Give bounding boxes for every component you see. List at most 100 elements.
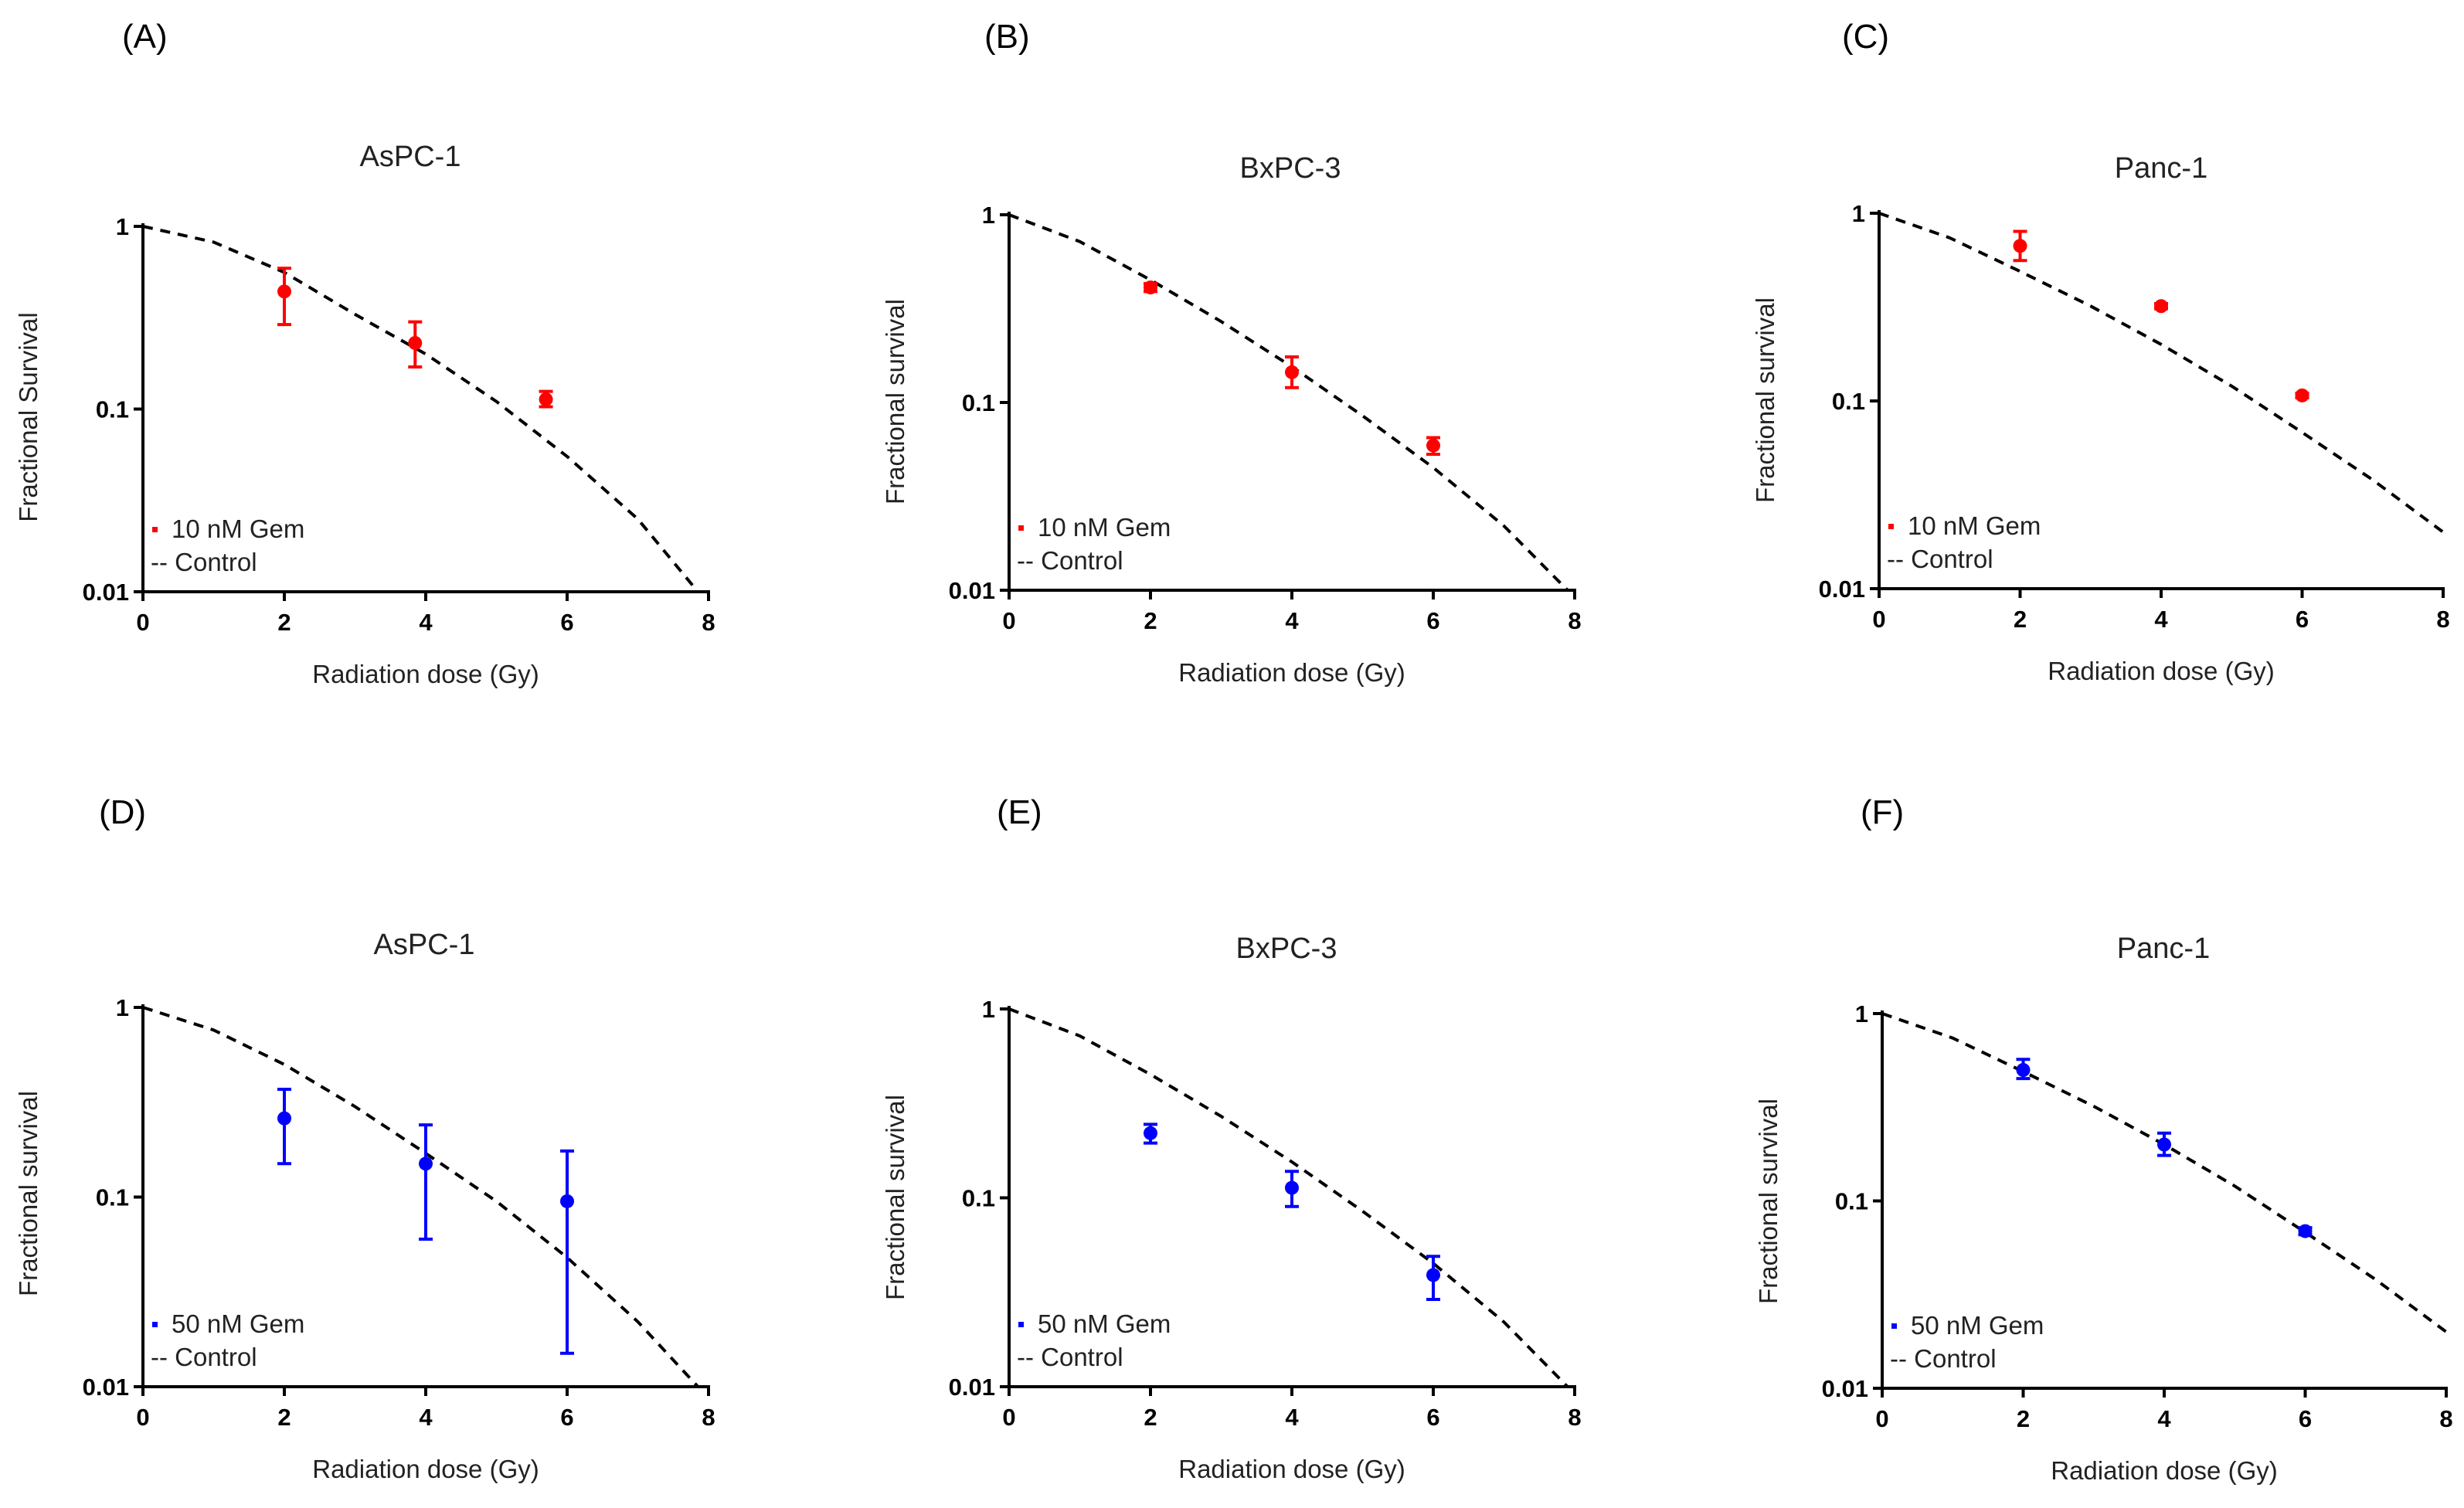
y-axis-label: Fractional survival	[14, 1091, 42, 1296]
legend-marker	[1891, 1323, 1897, 1329]
y-tick-label: 0.1	[962, 389, 995, 416]
panel-letter: (B)	[984, 18, 1030, 56]
y-tick-label: 0.01	[83, 579, 129, 606]
x-tick-label: 0	[1002, 607, 1015, 634]
x-axis-label: Radiation dose (Gy)	[1178, 658, 1405, 687]
x-tick-label: 4	[419, 1404, 433, 1431]
chart-title: BxPC-3	[1240, 152, 1341, 185]
data-point	[2016, 1062, 2031, 1077]
control-curve	[1881, 1012, 2448, 1333]
legend-entry-treatment: 10 nM Gem	[172, 515, 304, 543]
y-axis-label: Fractional survival	[881, 299, 909, 504]
data-point	[1285, 365, 1299, 379]
data-point	[2295, 388, 2309, 402]
data-point	[408, 335, 423, 350]
legend-entry-treatment: 50 nM Gem	[1911, 1311, 2044, 1340]
y-tick-label: 0.01	[83, 1374, 129, 1401]
x-tick-label: 8	[1568, 607, 1581, 634]
y-axis-label: Fractional Survival	[14, 312, 42, 521]
panel-letter: (C)	[1842, 18, 1889, 56]
data-point	[1426, 438, 1440, 453]
y-tick-label: 0.01	[1819, 576, 1865, 603]
legend-marker	[152, 1322, 158, 1327]
x-tick-label: 8	[2439, 1405, 2452, 1432]
x-tick-label: 4	[2154, 606, 2168, 633]
y-tick-label: 0.01	[949, 577, 995, 604]
y-tick-label: 0.1	[96, 1184, 129, 1211]
data-point	[2154, 299, 2168, 314]
x-tick-label: 0	[1002, 1404, 1015, 1431]
data-point	[2157, 1137, 2171, 1152]
data-point	[2013, 239, 2027, 253]
y-tick-label: 1	[116, 213, 129, 240]
y-tick-label: 1	[1855, 1000, 1868, 1027]
legend-entry-control: -- Control	[1890, 1344, 1997, 1373]
y-tick-label: 0.1	[1835, 1188, 1868, 1215]
x-tick-label: 8	[1568, 1404, 1581, 1431]
legend-entry-control: -- Control	[151, 1343, 257, 1371]
panel-letter: (D)	[99, 793, 146, 831]
data-point	[1144, 1126, 1157, 1140]
legend-entry-treatment: 50 nM Gem	[172, 1309, 304, 1338]
panel-letter: (F)	[1861, 793, 1904, 831]
data-point	[419, 1156, 433, 1171]
y-axis-label: Fractional survival	[1754, 1099, 1783, 1304]
legend-marker	[152, 527, 158, 532]
x-tick-label: 4	[1285, 607, 1299, 634]
chart-panel-6: (F) Panc-1 0.01 0.1 1 0 2 4 6 8 Radiation dose (Gy…	[1754, 793, 2453, 1485]
panel-letter: (A)	[122, 18, 168, 56]
x-tick-label: 2	[1144, 1404, 1157, 1431]
control-curve	[1008, 1007, 1569, 1388]
panel-letter: (E)	[997, 793, 1042, 831]
data-point	[1144, 280, 1157, 295]
x-tick-label: 2	[2017, 1405, 2030, 1432]
control-curve	[1878, 212, 2445, 534]
y-tick-label: 0.1	[1832, 388, 1865, 415]
legend-marker	[1888, 524, 1894, 529]
legend-entry-control: -- Control	[1887, 545, 1993, 573]
x-tick-label: 4	[1285, 1404, 1299, 1431]
data-point	[1285, 1180, 1299, 1195]
data-point	[277, 284, 291, 299]
data-point	[2298, 1224, 2313, 1238]
y-axis-label: Fractional survival	[881, 1095, 909, 1300]
chart-title: BxPC-3	[1236, 932, 1337, 965]
chart-panel-3: (C) Panc-1 0.01 0.1 1 0 2 4 6 8 Radiation dose (Gy…	[1751, 18, 2450, 685]
legend-entry-control: -- Control	[151, 548, 257, 576]
x-axis-label: Radiation dose (Gy)	[1178, 1455, 1405, 1483]
x-tick-label: 0	[136, 1404, 149, 1431]
y-axis-label: Fractional survival	[1751, 297, 1779, 503]
x-tick-label: 8	[702, 1404, 715, 1431]
x-tick-label: 6	[1426, 1404, 1439, 1431]
legend-marker	[1018, 525, 1024, 531]
y-tick-label: 1	[1852, 200, 1865, 227]
chart-panel-5: (E) BxPC-3 0.01 0.1 1 0 2 4 6 8 Radiation dose (Gy…	[881, 793, 1582, 1483]
legend-entry-treatment: 10 nM Gem	[1908, 511, 2041, 540]
legend-marker	[1018, 1322, 1024, 1327]
x-tick-label: 6	[1426, 607, 1439, 634]
data-point	[539, 392, 553, 406]
x-tick-label: 4	[2157, 1405, 2171, 1432]
y-tick-label: 0.1	[962, 1185, 995, 1212]
x-axis-label: Radiation dose (Gy)	[312, 660, 539, 688]
chart-panel-2: (B) BxPC-3 0.01 0.1 1 0 2 4 6 8 Radiation dose (Gy…	[881, 18, 1582, 687]
x-tick-label: 0	[1872, 606, 1885, 633]
x-tick-label: 4	[419, 609, 433, 636]
y-tick-label: 1	[982, 202, 995, 229]
chart-title: AsPC-1	[374, 929, 475, 961]
control-curve	[142, 225, 699, 593]
x-tick-label: 2	[277, 1404, 291, 1431]
x-tick-label: 0	[1875, 1405, 1888, 1432]
x-tick-label: 6	[2296, 606, 2309, 633]
data-point	[1426, 1268, 1440, 1282]
x-tick-label: 2	[277, 609, 291, 636]
data-point	[560, 1194, 574, 1208]
y-tick-label: 1	[116, 994, 129, 1021]
x-axis-label: Radiation dose (Gy)	[2048, 657, 2274, 685]
x-tick-label: 2	[1144, 607, 1157, 634]
legend-entry-treatment: 10 nM Gem	[1038, 513, 1171, 542]
data-point	[277, 1111, 291, 1126]
legend-entry-treatment: 50 nM Gem	[1038, 1309, 1171, 1338]
x-tick-label: 2	[2014, 606, 2027, 633]
x-axis-label: Radiation dose (Gy)	[312, 1455, 539, 1483]
